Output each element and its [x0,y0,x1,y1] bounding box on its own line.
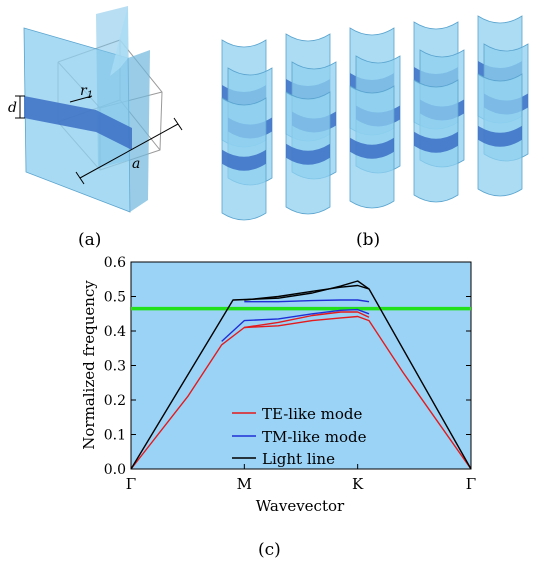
band-diagram: 0.0 0.1 0.2 0.3 0.4 0.5 0.6 Γ M K Γ Wavevector No… [80,255,476,515]
crystal-slab-band [478,125,522,147]
y-axis-label: Normalized frequency [80,280,98,450]
unit-cell-slab [24,96,132,150]
y-ticks: 0.0 0.1 0.2 0.3 0.4 0.5 0.6 [104,255,471,478]
dimension-d-label: d [8,100,17,116]
y-tick-label: 0.5 [104,290,126,306]
x-tick-label: K [352,475,364,493]
crystal-slab-band [286,143,330,165]
series-line-tm-like-mode3 [244,299,370,303]
panel-label-a: (a) [78,230,101,250]
plot-background [130,261,472,470]
y-tick-label: 0.0 [104,462,126,478]
x-tick-label: M [237,475,252,493]
unit-cell-wall-fold [110,6,128,76]
series-line-tm-like-mode2 [221,308,370,342]
dimension-a [75,117,183,185]
radius-label: r1 [80,83,93,101]
series-group [130,280,472,470]
y-tick-label: 0.6 [104,255,126,271]
legend: TE-like mode TM-like mode Light line [232,405,367,468]
unit-cell-wall-right [128,50,150,212]
panel-label-b: (b) [356,230,380,250]
y-tick-label: 0.3 [104,359,126,375]
dimension-d [15,95,25,119]
crystal-slab-band [414,131,458,153]
unit-cell-illustration: d r1 a [8,6,183,213]
series-line-te-like-mode1 [244,311,370,329]
x-tick-label: Γ [466,475,476,493]
crystal-slab-band [222,149,266,171]
legend-label-tm: TM-like mode [262,428,367,446]
y-tick-label: 0.2 [104,393,126,409]
y-tick-label: 0.4 [104,324,126,340]
legend-label-light: Light line [262,450,335,468]
panel-label-c: (c) [258,540,281,560]
y-tick-label: 0.1 [104,428,126,444]
x-axis-label: Wavevector [256,497,345,515]
radius-arrow [69,95,93,103]
series-line-te-like-mode0 [130,315,472,470]
crystal-slab-band [350,137,394,159]
legend-label-te: TE-like mode [262,405,362,423]
dimension-a-label: a [132,156,140,172]
crystal-slab-illustration [221,15,529,221]
series-line-light-line5 [244,284,370,301]
x-tick-label: Γ [126,475,136,493]
